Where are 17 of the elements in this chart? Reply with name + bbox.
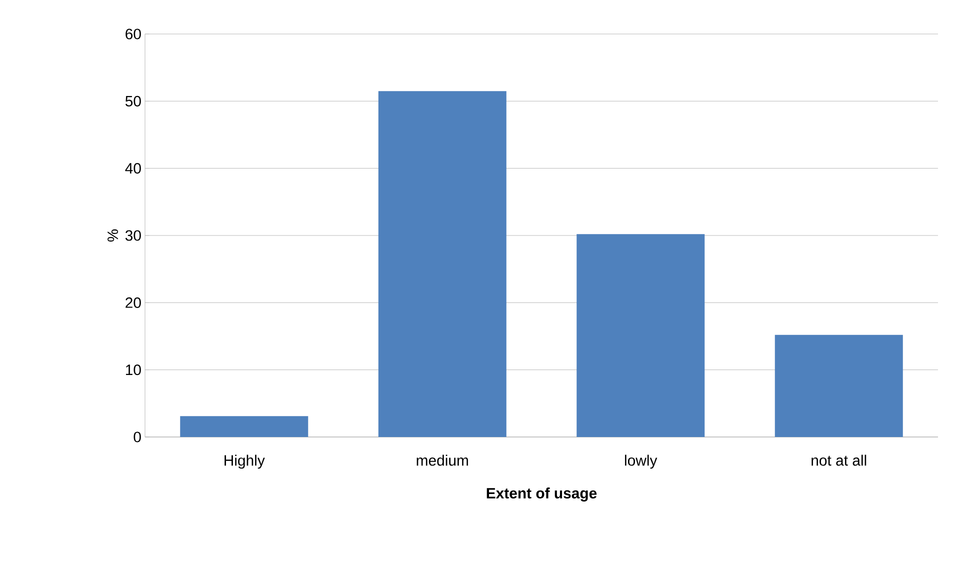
x-axis-title: Extent of usage xyxy=(486,488,597,502)
y-tick-label: 60 xyxy=(126,28,141,40)
y-tick-label: 30 xyxy=(125,230,141,241)
x-tick-label: Highly xyxy=(224,454,265,469)
y-tick-label: 40 xyxy=(125,163,141,174)
bar xyxy=(774,334,903,437)
x-tick-label: medium xyxy=(416,454,468,466)
y-tick-label: 0 xyxy=(134,432,141,442)
y-axis-title: % xyxy=(108,229,118,242)
bar xyxy=(180,416,308,437)
x-tick-label: lowly xyxy=(625,454,658,469)
bar xyxy=(378,91,506,437)
y-tick-label: 20 xyxy=(126,297,141,308)
bar xyxy=(576,234,705,437)
y-tick-label: 50 xyxy=(125,96,141,106)
x-tick-label: not at all xyxy=(812,454,866,466)
y-tick-label: 10 xyxy=(126,364,141,376)
